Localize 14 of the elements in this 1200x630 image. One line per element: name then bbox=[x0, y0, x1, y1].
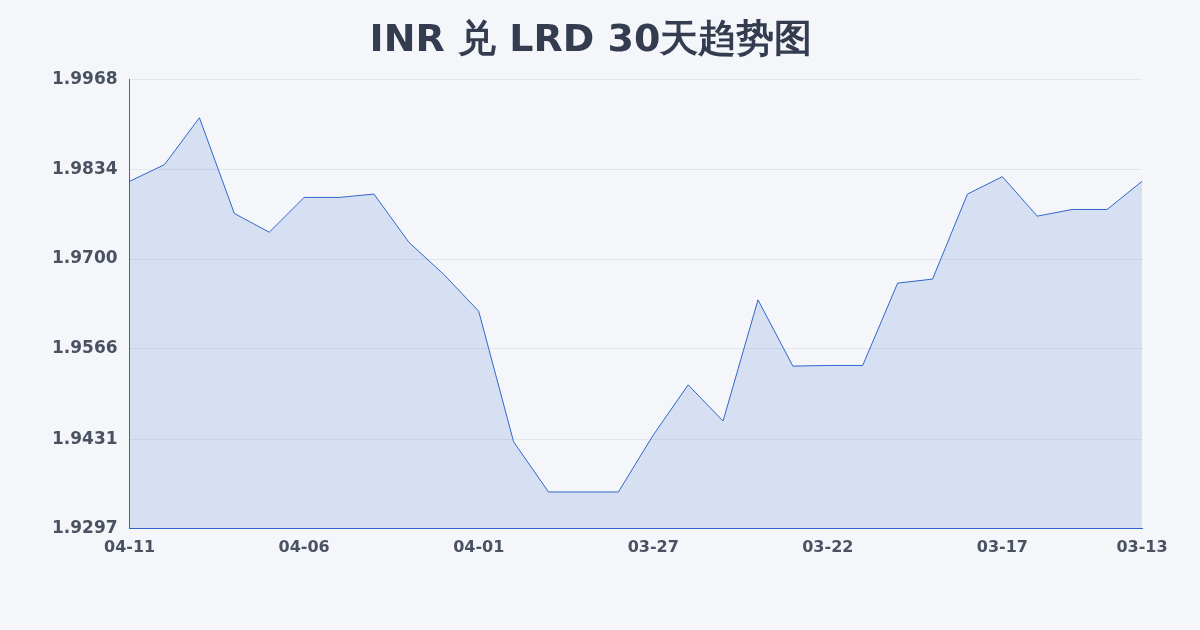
x-tick-label: 03-22 bbox=[802, 536, 854, 556]
y-tick-label: 1.9834 bbox=[51, 157, 118, 178]
x-tick-label: 04-01 bbox=[453, 536, 505, 556]
y-tick-label: 1.9700 bbox=[51, 247, 118, 268]
y-tick-label: 1.9968 bbox=[51, 68, 118, 89]
y-tick-label: 1.9566 bbox=[51, 337, 118, 358]
y-tick-label: 1.9297 bbox=[51, 517, 118, 538]
chart-title: INR 兑 LRD 30天趋势图 bbox=[369, 15, 813, 60]
x-tick-label: 03-27 bbox=[627, 536, 679, 556]
x-tick-label: 04-06 bbox=[278, 536, 330, 556]
x-tick-label: 03-17 bbox=[976, 536, 1028, 556]
x-tick-label: 03-13 bbox=[1116, 536, 1168, 556]
x-tick-label: 04-11 bbox=[104, 536, 156, 556]
y-tick-label: 1.9431 bbox=[51, 427, 118, 448]
